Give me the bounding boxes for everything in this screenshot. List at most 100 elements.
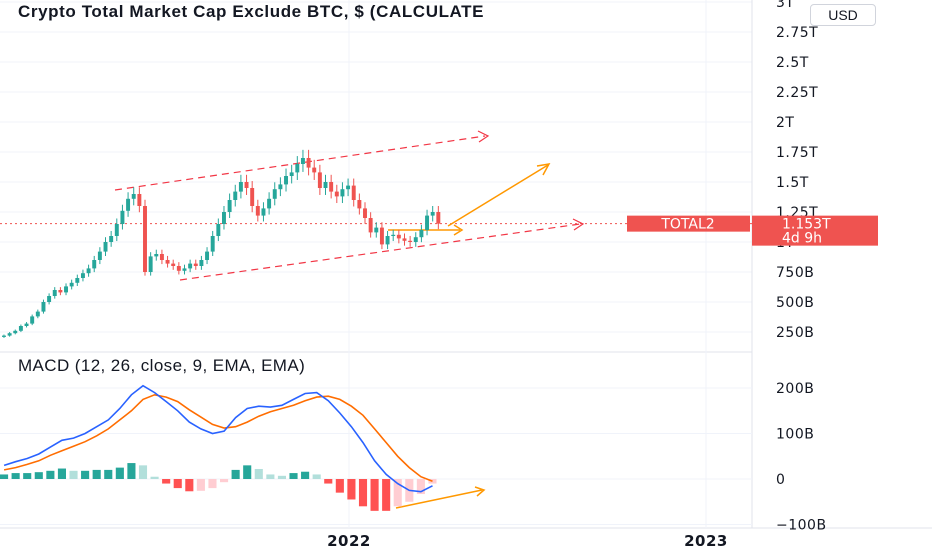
price-axis-label: 500B bbox=[776, 295, 814, 311]
macd-histogram-bar bbox=[231, 469, 240, 479]
macd-pane bbox=[0, 384, 437, 511]
chart-title: Crypto Total Market Cap Exclude BTC, $ (… bbox=[18, 2, 485, 21]
candle-body bbox=[430, 212, 435, 216]
time-axis-label: 2023 bbox=[684, 532, 728, 550]
macd-histogram-bar bbox=[358, 479, 368, 507]
candle-body bbox=[154, 254, 159, 257]
candle-body bbox=[222, 212, 226, 224]
macd-histogram-bar bbox=[382, 479, 391, 511]
macd-histogram-bar bbox=[81, 470, 90, 479]
macd-divergence-arrowhead bbox=[474, 486, 486, 497]
candle-body bbox=[103, 242, 108, 252]
trend-drawings bbox=[114, 130, 585, 509]
macd-histogram-bar bbox=[115, 467, 124, 479]
macd-histogram-bar bbox=[254, 468, 263, 479]
currency-button[interactable]: USD bbox=[810, 4, 876, 26]
candle-body bbox=[306, 158, 311, 168]
candle-body bbox=[188, 263, 193, 269]
candle-body bbox=[47, 296, 52, 302]
candle-body bbox=[41, 302, 46, 312]
macd-histogram-bar bbox=[416, 479, 425, 495]
price-axis-label: 750B bbox=[776, 265, 814, 281]
candle-body bbox=[227, 200, 232, 212]
candle-body bbox=[391, 234, 396, 236]
candle-body bbox=[267, 198, 272, 209]
macd-histogram-bar bbox=[185, 479, 194, 492]
macd-axis-label: −100B bbox=[776, 518, 827, 534]
symbol-tag-label: TOTAL2 bbox=[660, 217, 714, 233]
candle-body bbox=[92, 260, 97, 269]
candle-body bbox=[24, 323, 29, 326]
candle-body bbox=[408, 240, 413, 242]
candle-body bbox=[368, 218, 373, 233]
candle-body bbox=[312, 167, 317, 173]
candle-body bbox=[13, 330, 18, 334]
macd-histogram-bar bbox=[289, 473, 298, 479]
macd-histogram-bar bbox=[11, 473, 20, 479]
macd-histogram-bar bbox=[57, 468, 66, 479]
macd-histogram-bar bbox=[277, 475, 286, 479]
macd-histogram-bar bbox=[208, 479, 217, 489]
channel-upper-arrowhead bbox=[477, 130, 490, 143]
macd-histogram-bar bbox=[301, 471, 310, 479]
macd-axis-label: 0 bbox=[776, 472, 785, 488]
macd-axis-label: 100B bbox=[776, 427, 814, 443]
macd-histogram-bar bbox=[23, 473, 32, 479]
candle-body bbox=[425, 215, 430, 230]
candle-body bbox=[97, 251, 102, 260]
candle-body bbox=[193, 263, 198, 266]
macd-signal-line bbox=[3, 393, 433, 483]
candle-body bbox=[300, 158, 305, 164]
price-axis-label: 2.5T bbox=[776, 55, 809, 71]
candle-body bbox=[295, 164, 300, 173]
candle-body bbox=[261, 208, 266, 216]
candle-body bbox=[80, 273, 85, 278]
macd-histogram-bar bbox=[393, 479, 402, 507]
macd-histogram-bar bbox=[69, 470, 78, 479]
candle-body bbox=[396, 234, 401, 239]
candle-body bbox=[351, 185, 356, 200]
price-axis-label: 3T bbox=[776, 0, 794, 11]
candle-body bbox=[143, 206, 147, 272]
price-axis-label: 1.5T bbox=[776, 175, 809, 191]
macd-histogram-bar bbox=[92, 469, 101, 479]
macd-divergence-arrow bbox=[395, 489, 483, 509]
candle-body bbox=[148, 256, 153, 272]
candle-body bbox=[182, 268, 187, 271]
candle-body bbox=[363, 208, 367, 218]
projection-arrow bbox=[447, 164, 549, 227]
candle-body bbox=[357, 200, 362, 209]
candle-body bbox=[385, 236, 390, 245]
price-tag-box bbox=[752, 215, 878, 246]
price-axis-label: 2T bbox=[776, 115, 794, 131]
candle-body bbox=[35, 311, 40, 317]
macd-histogram-bar bbox=[0, 474, 9, 479]
candle-body bbox=[18, 326, 23, 331]
macd-histogram-bar bbox=[150, 476, 159, 479]
candle-body bbox=[64, 286, 68, 293]
candle-body bbox=[255, 206, 260, 216]
candle-body bbox=[329, 182, 334, 192]
macd-histogram-bar bbox=[127, 463, 136, 479]
macd-histogram-bar bbox=[104, 469, 113, 479]
candle-body bbox=[238, 182, 243, 192]
candle-body bbox=[216, 224, 221, 236]
candle-body bbox=[436, 212, 441, 224]
candle-body bbox=[278, 184, 283, 190]
candle-body bbox=[244, 182, 249, 188]
candle-body bbox=[340, 189, 345, 197]
candle-body bbox=[402, 238, 407, 241]
channel-upper-line bbox=[114, 135, 486, 191]
candle-body bbox=[284, 176, 288, 185]
candle-body bbox=[131, 194, 136, 199]
projection-arrowhead bbox=[536, 163, 551, 176]
candle-body bbox=[289, 172, 294, 176]
macd-histogram-bar bbox=[347, 479, 356, 500]
time-axis-label: 2022 bbox=[327, 532, 371, 550]
price-tag-countdown: 4d 9h bbox=[782, 231, 822, 247]
macd-histogram-bar bbox=[243, 465, 252, 479]
macd-histogram-bar bbox=[34, 472, 43, 479]
candle-body bbox=[86, 268, 91, 274]
